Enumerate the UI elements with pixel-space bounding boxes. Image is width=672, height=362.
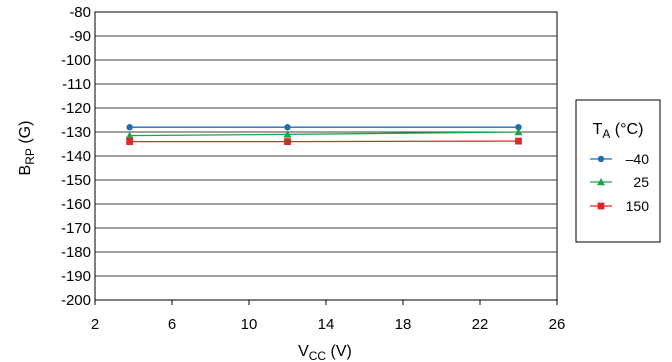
y-tick-label: -100 — [61, 52, 91, 69]
legend-swatch-marker — [597, 155, 605, 163]
series-point — [514, 128, 523, 136]
axis-layer — [94, 11, 558, 305]
y-tick-label: -160 — [61, 196, 91, 213]
y-tick-label: -190 — [61, 268, 91, 285]
series-point — [283, 130, 292, 138]
legend-swatch-marker — [597, 178, 605, 186]
y-axis-title-sub: RP — [23, 148, 37, 165]
legend-title: TA (°C) — [593, 121, 644, 141]
legend-title-unit: (°C) — [610, 121, 643, 138]
y-axis-title-unit: (G) — [17, 121, 34, 149]
legend-label: 25 — [633, 174, 649, 190]
x-axis-title: VCC (V) — [298, 343, 352, 362]
legend-swatch-marker — [597, 202, 605, 210]
y-tick-label: -180 — [61, 244, 91, 261]
x-tick-label: 18 — [395, 316, 412, 333]
x-axis-title-unit: (V) — [326, 343, 352, 360]
y-tick-label: -80 — [69, 4, 91, 21]
y-tick-label: -170 — [61, 220, 91, 237]
y-tick-label: -120 — [61, 100, 91, 117]
series-point — [126, 124, 133, 131]
y-tick-label: -140 — [61, 148, 91, 165]
x-tick-label: 2 — [91, 316, 99, 333]
x-tick-label: 22 — [472, 316, 489, 333]
legend-box — [575, 99, 661, 243]
series-point — [125, 131, 134, 139]
x-tick-label: 6 — [168, 316, 176, 333]
legend: TA (°C) –40 25 150 — [575, 99, 661, 243]
legend-label: 150 — [626, 198, 650, 214]
x-axis-title-sub: CC — [309, 349, 327, 362]
series-layer — [125, 124, 523, 145]
series-point — [284, 138, 291, 145]
y-axis-title-main: B — [17, 165, 34, 176]
series-point — [284, 124, 291, 131]
y-tick-label: -110 — [62, 76, 91, 93]
series-line — [129, 131, 519, 137]
legend-title-sub: A — [602, 127, 610, 141]
series-point — [515, 137, 522, 145]
x-tick-label: 10 — [241, 316, 258, 333]
x-tick-label: 14 — [318, 316, 335, 333]
y-tick-label: -200 — [61, 292, 91, 309]
x-tick-label: 26 — [549, 316, 566, 333]
series-point — [515, 124, 522, 131]
legend-label: –40 — [626, 151, 650, 167]
y-tick-label: -130 — [61, 124, 91, 141]
y-tick-label: -90 — [69, 28, 91, 45]
x-axis-title-main: V — [298, 343, 309, 360]
series-point — [126, 138, 134, 145]
legend-items: –40 25 150 — [590, 151, 649, 214]
y-axis-title: BRP (G) — [17, 121, 37, 176]
label-layer: -80 -90 -100 -110 -120 -130 -140 -150 -160 -170 -1… — [61, 4, 565, 333]
legend-title-main: T — [593, 121, 603, 138]
y-tick-label: -150 — [61, 172, 91, 189]
grid-layer — [95, 11, 557, 301]
